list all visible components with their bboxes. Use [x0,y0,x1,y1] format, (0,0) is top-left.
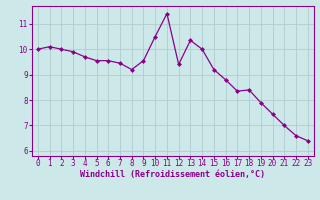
X-axis label: Windchill (Refroidissement éolien,°C): Windchill (Refroidissement éolien,°C) [80,170,265,179]
